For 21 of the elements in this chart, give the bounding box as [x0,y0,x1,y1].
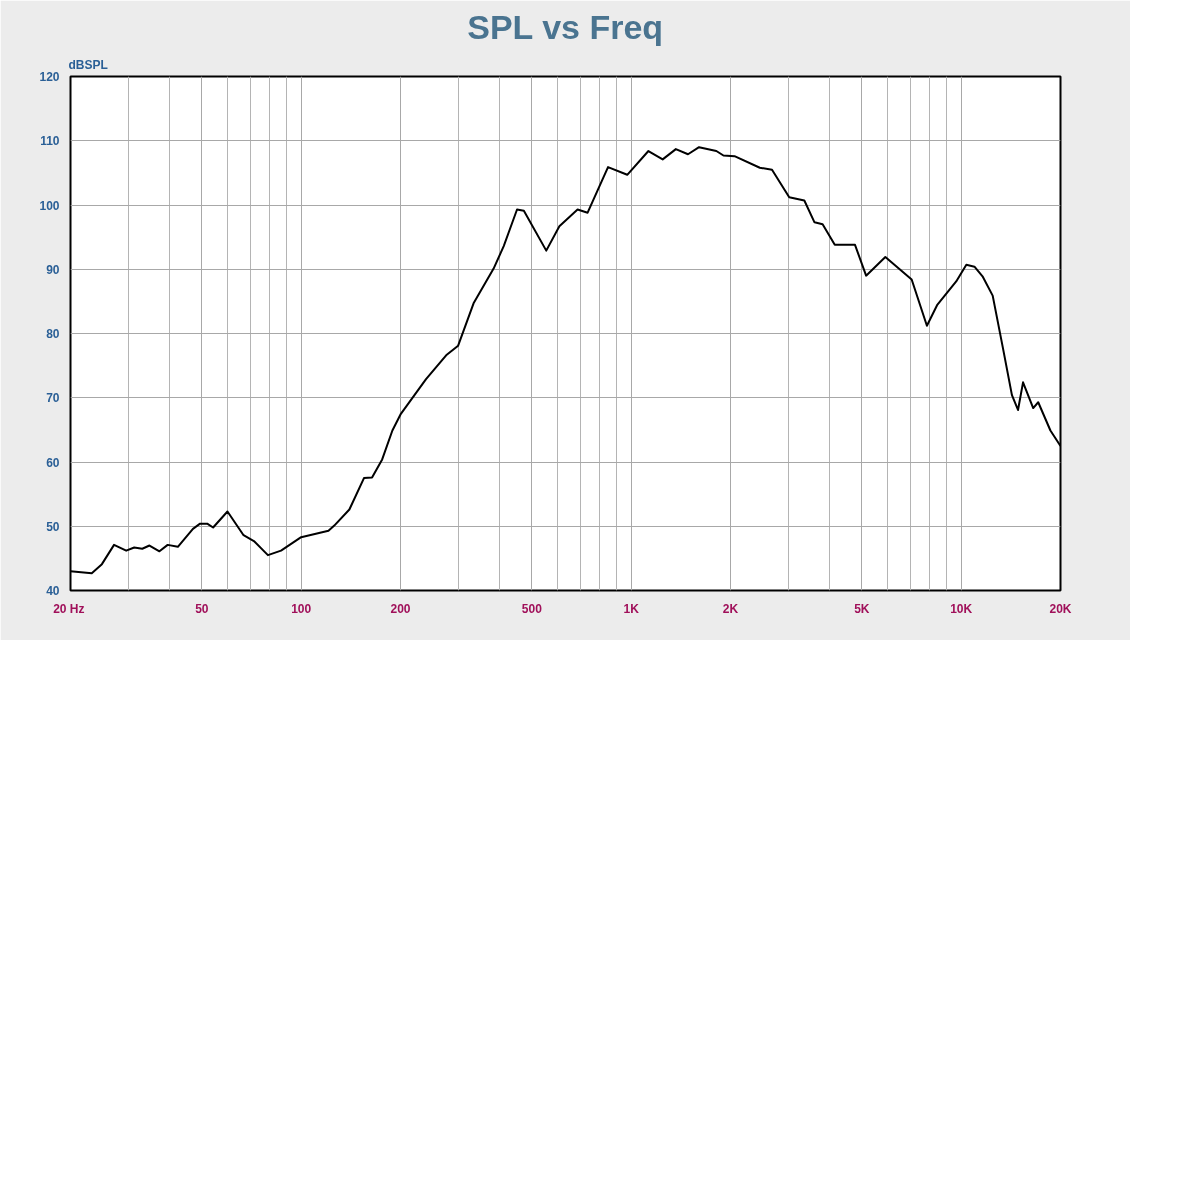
x-tick-label: 200 [390,601,411,616]
chart-title: SPL vs Freq [467,7,664,46]
y-tick-label: 110 [40,134,60,149]
x-tick-label: 20 Hz [53,601,85,616]
x-tick-label: 500 [521,601,543,616]
y-tick-label: 100 [39,198,60,213]
x-tick-label: 100 [291,601,312,616]
y-tick-label: 80 [46,327,60,341]
y-tick-label: 90 [46,262,60,277]
x-tick-label: 10K [950,601,973,616]
y-tick-label: 40 [46,584,60,598]
x-tick-label: 2K [722,601,739,616]
y-axis-title: dBSPL [68,57,108,72]
y-tick-label: 70 [46,391,60,406]
y-tick-label: 120 [39,70,60,84]
y-tick-label: 50 [46,519,60,534]
x-tick-label: 20K [1049,601,1072,616]
x-tick-label: 5K [854,601,870,616]
y-tick-label: 60 [46,455,60,470]
x-tick-label: 50 [195,601,209,616]
x-tick-label: 1K [623,601,640,616]
